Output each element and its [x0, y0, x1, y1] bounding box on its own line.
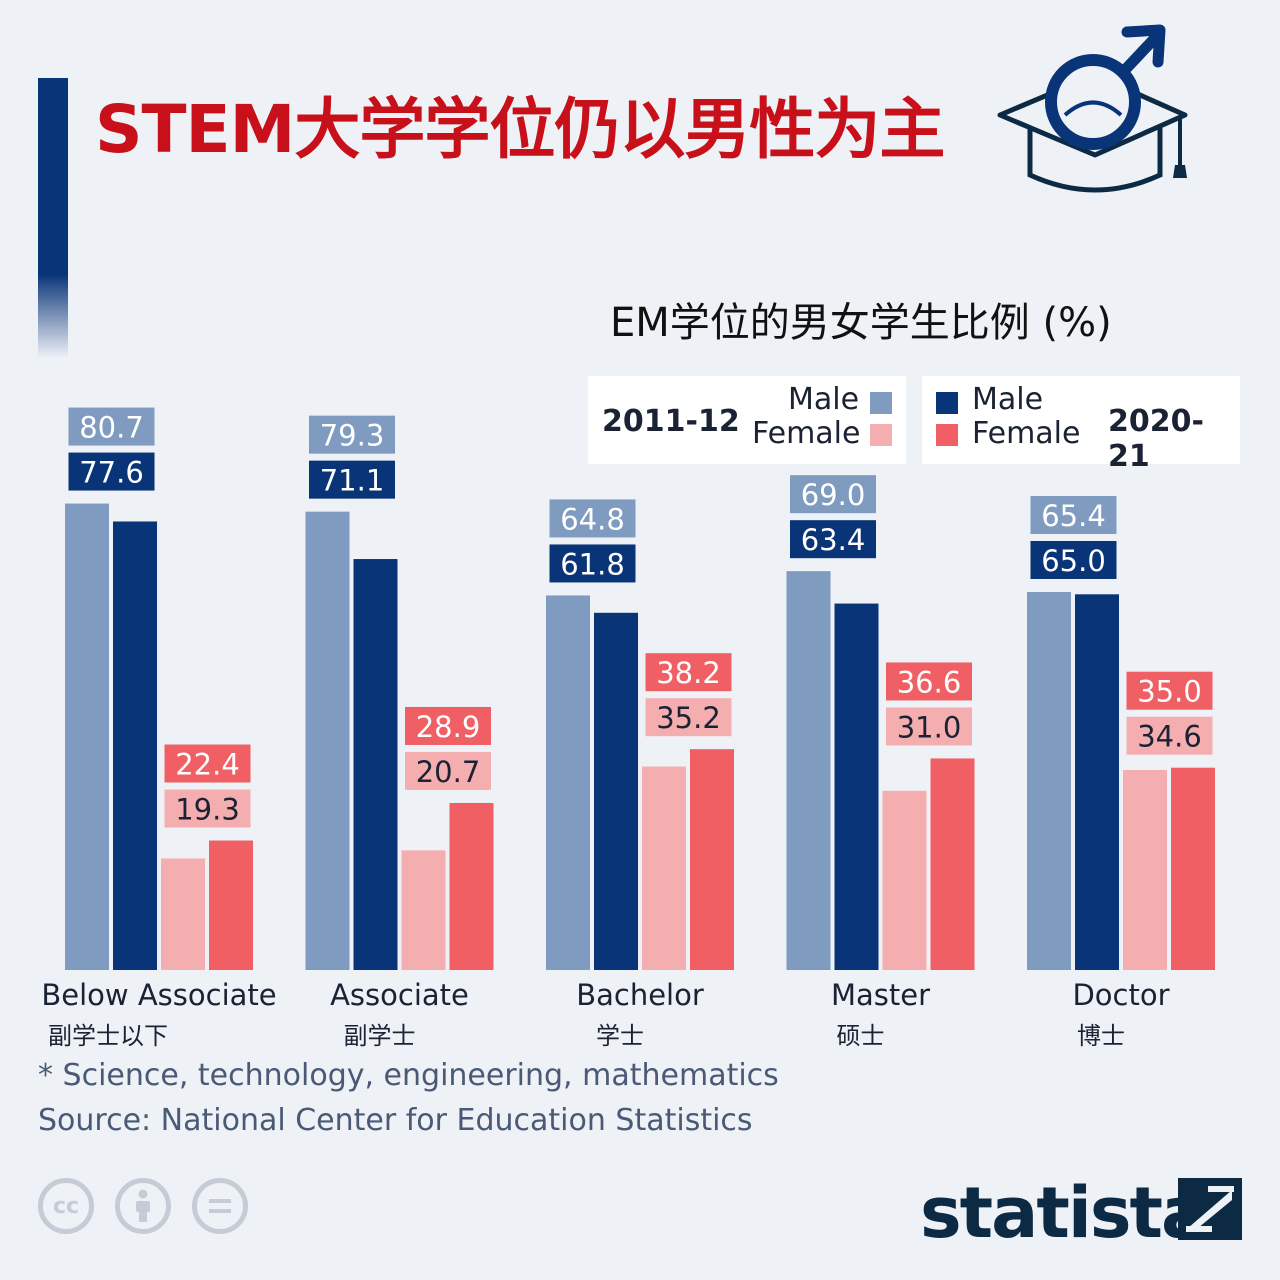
data-label-bachelor-female-2020: 38.2 — [645, 653, 732, 692]
footnote: * Science, technology, engineering, math… — [38, 1058, 779, 1093]
data-label-below-associate-male-2011: 80.7 — [68, 407, 155, 446]
data-label-associate-male-2011: 79.3 — [309, 415, 395, 454]
data-label-master-male-2011: 69.0 — [790, 475, 876, 514]
category-label-doctor: Doctor — [1072, 978, 1170, 1012]
bar-below-associate-male-2020 — [113, 521, 157, 970]
svg-text:31.0: 31.0 — [897, 710, 962, 744]
svg-text:28.9: 28.9 — [416, 710, 481, 744]
legend-female-2020-swatch — [936, 424, 958, 446]
bar-associate-female-2020 — [449, 802, 494, 970]
svg-text:22.4: 22.4 — [175, 748, 240, 782]
data-label-associate-female-2011: 20.7 — [405, 751, 491, 790]
bar-master-male-2011 — [786, 571, 831, 970]
category-label-below-associate: Below Associate — [41, 978, 277, 1012]
svg-text:64.8: 64.8 — [560, 502, 625, 536]
bar-bachelor-female-2020 — [690, 749, 734, 970]
source-note: Source: National Center for Education St… — [38, 1103, 753, 1138]
no-derivatives-icon — [192, 1178, 248, 1234]
svg-text:80.7: 80.7 — [79, 411, 144, 445]
data-label-master-female-2011: 31.0 — [886, 707, 972, 746]
category-sublabel-below-associate: 副学士以下 — [48, 1022, 168, 1050]
bar-master-male-2020 — [834, 603, 879, 970]
legend-male-2011-label: Male — [788, 382, 860, 417]
bar-associate-male-2020 — [353, 559, 398, 970]
svg-text:35.0: 35.0 — [1137, 675, 1202, 709]
bar-bachelor-male-2011 — [546, 595, 590, 970]
category-label-master: Master — [830, 978, 931, 1012]
bar-master-female-2020 — [930, 758, 975, 970]
bar-bachelor-male-2020 — [594, 612, 638, 970]
data-label-below-associate-female-2020: 22.4 — [164, 744, 251, 783]
svg-text:65.4: 65.4 — [1041, 499, 1106, 533]
data-label-doctor-male-2020: 65.0 — [1030, 540, 1117, 579]
bar-doctor-female-2011 — [1123, 770, 1167, 970]
svg-text:71.1: 71.1 — [320, 464, 385, 498]
data-label-bachelor-male-2020: 61.8 — [549, 544, 636, 583]
category-sublabel-doctor: 博士 — [1077, 1022, 1125, 1050]
bar-doctor-male-2011 — [1027, 591, 1071, 970]
data-label-below-associate-female-2011: 19.3 — [164, 789, 251, 828]
data-label-below-associate-male-2020: 77.6 — [68, 452, 155, 491]
bar-doctor-female-2020 — [1171, 767, 1215, 970]
legend-female-2011-label: Female — [752, 416, 861, 451]
cc-icon: cc — [38, 1178, 94, 1234]
data-label-master-male-2020: 63.4 — [790, 520, 876, 559]
svg-text:38.2: 38.2 — [656, 656, 721, 690]
legend-female-2020-label: Female — [972, 416, 1081, 451]
svg-text:61.8: 61.8 — [560, 547, 625, 581]
category-label-associate: Associate — [330, 978, 469, 1012]
chart-subtitle: EM学位的男女学生比例 (%) — [610, 300, 1112, 346]
data-label-associate-male-2020: 71.1 — [309, 460, 395, 499]
bar-below-associate-female-2011 — [161, 858, 205, 970]
accent-bar — [38, 78, 68, 358]
legend-male-2020-swatch — [936, 392, 958, 414]
svg-text:63.4: 63.4 — [801, 523, 866, 557]
statista-logo[interactable]: statista — [920, 1172, 1208, 1254]
bar-associate-female-2011 — [401, 850, 446, 970]
svg-text:77.6: 77.6 — [79, 456, 144, 490]
data-label-doctor-male-2011: 65.4 — [1030, 495, 1117, 534]
bar-bachelor-female-2011 — [642, 766, 686, 970]
legend-2020: Male Female 2020-21 — [922, 376, 1240, 474]
bar-below-associate-female-2020 — [209, 840, 253, 970]
statista-mark-icon — [1178, 1178, 1242, 1240]
bar-associate-male-2011 — [305, 511, 350, 970]
data-label-doctor-female-2011: 34.6 — [1126, 716, 1213, 755]
bar-master-female-2011 — [882, 790, 927, 970]
legend-year-2020: 2020-21 — [1108, 404, 1204, 474]
legend-2011: 2011-12 Male Female — [588, 376, 906, 464]
bar-below-associate-male-2011 — [65, 503, 109, 970]
data-label-associate-female-2020: 28.9 — [405, 706, 491, 745]
svg-text:35.2: 35.2 — [656, 701, 721, 735]
legend-year-2011: 2011-12 — [602, 404, 740, 439]
data-label-master-female-2020: 36.6 — [886, 662, 972, 701]
attribution-icon — [115, 1178, 171, 1234]
category-sublabel-associate: 副学士 — [343, 1022, 416, 1050]
graduation-gender-icon — [997, 24, 1188, 193]
legend-male-2020-label: Male — [972, 382, 1044, 417]
data-label-bachelor-female-2011: 35.2 — [645, 698, 732, 737]
svg-text:69.0: 69.0 — [801, 478, 866, 512]
bar-doctor-male-2020 — [1075, 594, 1119, 970]
category-sublabel-master: 硕士 — [836, 1022, 885, 1050]
svg-text:65.0: 65.0 — [1041, 544, 1106, 578]
category-label-bachelor: Bachelor — [576, 978, 704, 1012]
svg-text:20.7: 20.7 — [416, 755, 481, 789]
legend-male-2011-swatch — [870, 392, 892, 414]
chart-title: STEM大学学位仍以男性为主 — [95, 91, 945, 168]
category-sublabel-bachelor: 学士 — [596, 1022, 644, 1050]
data-label-bachelor-male-2011: 64.8 — [549, 499, 636, 538]
svg-text:34.6: 34.6 — [1137, 720, 1202, 754]
data-label-doctor-female-2020: 35.0 — [1126, 671, 1213, 710]
bar-chart: 80.7 77.6 22.4 19.3 79.3 71.1 28.9 20.7 64.8 61.8… — [65, 407, 1215, 970]
svg-text:79.3: 79.3 — [320, 419, 385, 453]
legend-female-2011-swatch — [870, 424, 892, 446]
svg-text:36.6: 36.6 — [897, 665, 962, 699]
svg-text:19.3: 19.3 — [175, 793, 240, 827]
